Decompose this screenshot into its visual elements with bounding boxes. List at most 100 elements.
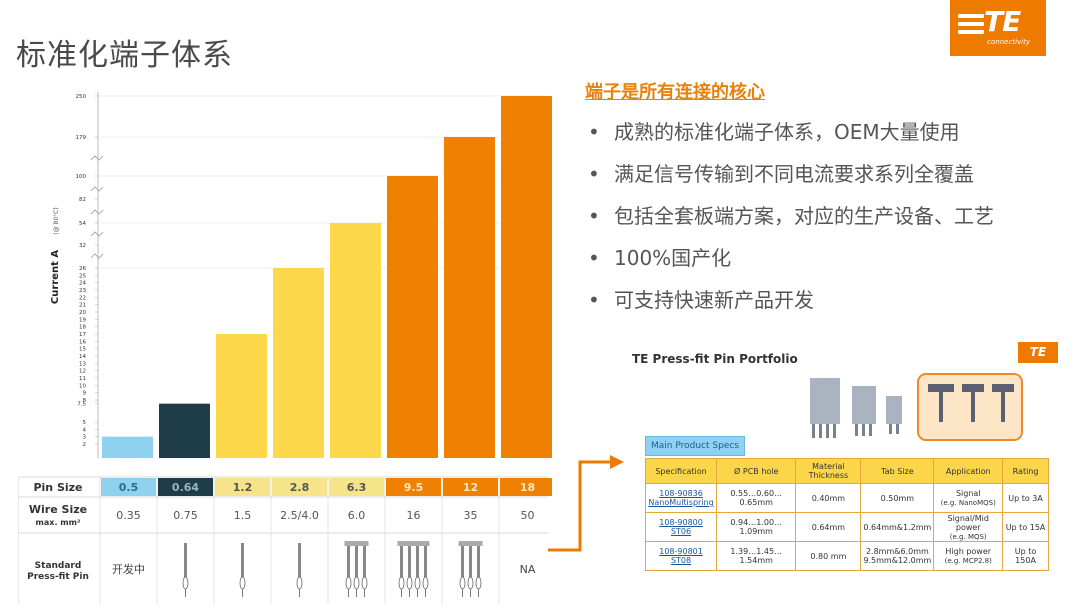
te-logo: TE connectivity — [950, 0, 1046, 56]
current-bar-chart: 2501791008254322625242322212019181716151… — [17, 92, 557, 606]
press-fit-pin-icon — [345, 576, 352, 590]
press-fit-pin-icon — [397, 541, 430, 546]
press-fit-label: Press-fit Pin — [27, 572, 89, 582]
pin-size-value: 6.3 — [347, 481, 367, 494]
spec-link[interactable]: NanoMultispring — [648, 498, 714, 507]
y-tick-label: 21 — [79, 303, 86, 309]
y-tick-label: 23 — [79, 288, 86, 294]
y-tick-label: 19 — [79, 317, 86, 323]
press-fit-pin-icon — [414, 576, 421, 590]
y-tick-label: 5 — [83, 420, 87, 426]
wire-size-sublabel: max. mm² — [36, 518, 81, 527]
pin-size-value: 1.2 — [233, 481, 253, 494]
right-heading: 端子是所有连接的核心 — [585, 82, 765, 103]
rating-cell: Up to 15A — [1002, 512, 1049, 542]
y-axis-label: Current A — [50, 250, 61, 304]
wire-size-value: 50 — [521, 509, 535, 522]
pin-size-cell — [101, 478, 156, 496]
application-cell: Signal/Mid power (e.g. MQS) — [933, 512, 1004, 542]
pin-size-cell — [158, 478, 213, 496]
wire-size-value: 35 — [464, 509, 478, 522]
pin-size-value: 2.8 — [290, 481, 310, 494]
spec-link[interactable]: 108-90800 ST06 — [659, 518, 703, 536]
bar — [273, 268, 324, 458]
bar — [102, 436, 153, 458]
press-fit-pin-icon — [239, 576, 246, 590]
press-fit-pin-icon — [416, 543, 419, 577]
feature-item: 100%国产化 — [588, 244, 994, 286]
main-product-specs-tag: Main Product Specs — [645, 436, 745, 456]
bar — [444, 137, 495, 458]
pin-size-cell — [272, 478, 327, 496]
logo-subtext: connectivity — [987, 38, 1030, 46]
wire-size-label: Wire Size — [29, 503, 87, 516]
axis-break-icon — [90, 186, 104, 192]
portfolio-title: TE Press-fit Pin Portfolio — [632, 352, 798, 366]
feature-list: 成熟的标准化端子体系，OEM大量使用 满足信号传输到不同电流要求系列全覆盖 包括… — [588, 118, 994, 328]
y-tick-label: 11 — [79, 376, 86, 382]
wire-size-value: 16 — [407, 509, 421, 522]
y-tick-label: 25 — [79, 273, 86, 279]
press-fit-pin-icon — [406, 576, 413, 590]
col-material-thickness: Material Thickness — [795, 458, 862, 484]
col-pcb-hole: Ø PCB hole — [716, 458, 797, 484]
pin-size-cell — [329, 478, 384, 496]
table-header-row: Specification Ø PCB hole Material Thickn… — [644, 458, 1049, 484]
y-tick-label: 9 — [83, 391, 87, 397]
wire-size-value: 0.35 — [116, 509, 141, 522]
press-fit-pin-icon — [424, 543, 427, 577]
y-tick-label: 22 — [79, 295, 86, 301]
y-tick-label: 15 — [79, 347, 86, 353]
y-tick-label: 14 — [79, 354, 86, 360]
bar — [501, 96, 552, 458]
y-tick-label: 32 — [79, 243, 86, 249]
pin-size-value: 9.5 — [404, 481, 424, 494]
tab-size-cell: 0.50mm — [860, 483, 935, 513]
bar — [330, 223, 381, 458]
thickness-cell: 0.80 mm — [795, 541, 862, 571]
col-application: Application — [933, 458, 1004, 484]
wire-size-value: 2.5/4.0 — [280, 509, 319, 522]
table-row: 108-90801 ST08 1.39…1.45…1.54mm 0.80 mm … — [644, 541, 1049, 571]
press-fit-label: Standard — [35, 561, 82, 571]
y-axis-note: (@ 80°C) — [53, 207, 60, 234]
table-row: 108-90836 NanoMultispring 0.55…0.60…0.65m… — [644, 483, 1049, 513]
press-fit-pin-icon — [182, 576, 189, 590]
feature-item: 可支持快速新产品开发 — [588, 286, 994, 328]
press-fit-pin-icon — [361, 576, 368, 590]
logo-text: TE — [984, 5, 1021, 38]
bar — [387, 176, 438, 458]
tab-size-cell: 0.64mm&1.2mm — [860, 512, 935, 542]
press-fit-pin-icon — [422, 576, 429, 590]
col-tab-size: Tab Size — [860, 458, 935, 484]
press-fit-pin-icon — [400, 543, 403, 577]
press-fit-pin-icon — [353, 576, 360, 590]
arrow-connector-icon — [548, 455, 624, 552]
tab-size-cell: 2.8mm&6.0mm 9.5mm&12.0mm — [860, 541, 935, 571]
press-fit-pin-icon — [469, 543, 472, 577]
press-fit-pin-icon — [477, 543, 480, 577]
application-cell: High power (e.g. MCP2.8) — [933, 541, 1004, 571]
y-tick-label: 82 — [79, 197, 86, 203]
press-fit-pin-icon — [467, 576, 474, 590]
y-tick-label: 54 — [79, 221, 86, 227]
na-text: NA — [520, 563, 536, 576]
y-tick-label: 18 — [79, 325, 86, 331]
pin-size-value: 18 — [520, 481, 535, 494]
y-tick-label: 2 — [83, 442, 87, 448]
thickness-cell: 0.64mm — [795, 512, 862, 542]
press-fit-pin-icon — [355, 543, 358, 577]
axis-break-icon — [90, 209, 104, 215]
spec-link[interactable]: 108-90801 ST08 — [659, 547, 703, 565]
pin-size-value: 0.64 — [172, 481, 199, 494]
press-fit-pins-image — [810, 373, 1023, 441]
axis-break-icon — [90, 155, 104, 161]
feature-item: 包括全套板端方案，对应的生产设备、工艺 — [588, 202, 994, 244]
table-row: 108-90800 ST06 0.94…1.00…1.09mm 0.64mm 0… — [644, 512, 1049, 542]
pcb-hole-cell: 0.55…0.60…0.65mm — [716, 483, 797, 513]
spec-link[interactable]: 108-90836 — [659, 489, 703, 498]
y-tick-label: 10 — [79, 383, 86, 389]
y-tick-label: 26 — [79, 266, 86, 272]
press-fit-pin-icon — [458, 541, 483, 546]
y-tick-label: 3 — [83, 435, 87, 441]
